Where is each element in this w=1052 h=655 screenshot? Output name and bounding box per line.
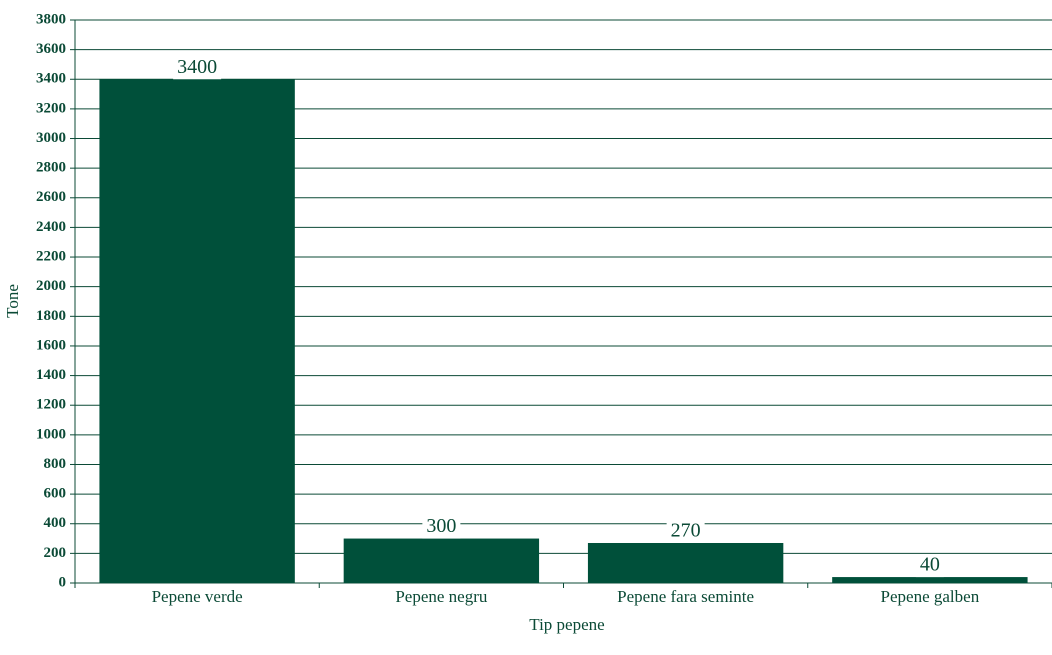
value-label: 40: [920, 554, 940, 576]
value-label: 300: [426, 515, 456, 537]
bar: [99, 79, 295, 584]
y-tick-label: 0: [59, 574, 67, 590]
y-tick-label: 3600: [36, 41, 66, 57]
y-tick-label: 3800: [36, 11, 66, 27]
value-label-bg: [666, 520, 705, 543]
value-label: 270: [671, 520, 701, 542]
y-tick-label: 2000: [36, 278, 66, 294]
y-tick-label: 200: [44, 545, 67, 561]
bar: [343, 538, 540, 583]
y-tick-label: 600: [44, 486, 67, 502]
y-tick-label: 3000: [36, 130, 66, 146]
x-axis-title: Tip pepene: [529, 615, 604, 634]
y-axis-title: Tone: [3, 284, 22, 318]
y-tick-label: 1000: [36, 426, 66, 442]
x-tick-label: Pepene negru: [395, 587, 488, 606]
y-tick-label: 2600: [36, 189, 66, 205]
y-tick-label: 1200: [36, 397, 66, 413]
y-tick-label: 3200: [36, 100, 66, 116]
value-label-bg: [915, 555, 944, 578]
x-tick-label: Pepene fara seminte: [617, 587, 754, 606]
y-tick-label: 2200: [36, 248, 66, 264]
bar: [587, 542, 784, 583]
value-label-bg: [422, 516, 461, 539]
x-tick-label: Pepene verde: [152, 587, 243, 606]
value-label: 3400: [177, 56, 217, 78]
value-label-bg: [173, 57, 222, 80]
y-tick-label: 1600: [36, 337, 66, 353]
y-tick-label: 2400: [36, 219, 66, 235]
y-tick-label: 400: [44, 515, 67, 531]
y-tick-label: 3400: [36, 71, 66, 87]
y-tick-label: 800: [44, 456, 67, 472]
x-tick-label: Pepene galben: [881, 587, 980, 606]
y-tick-label: 2800: [36, 160, 66, 176]
y-tick-label: 1800: [36, 308, 66, 324]
y-tick-label: 1400: [36, 367, 66, 383]
bar: [832, 577, 1028, 583]
